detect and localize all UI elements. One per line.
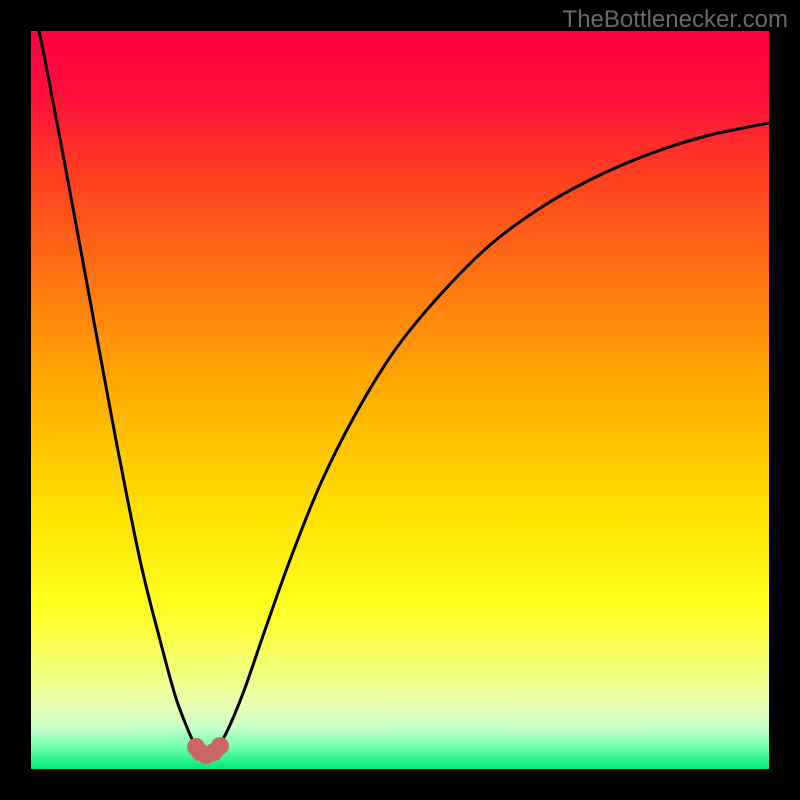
bottleneck-chart (0, 0, 800, 800)
watermark-text: TheBottlenecker.com (563, 6, 788, 34)
curve-minimum-marker (211, 737, 229, 755)
plot-background (31, 31, 769, 769)
chart-container: TheBottlenecker.com (0, 0, 800, 800)
